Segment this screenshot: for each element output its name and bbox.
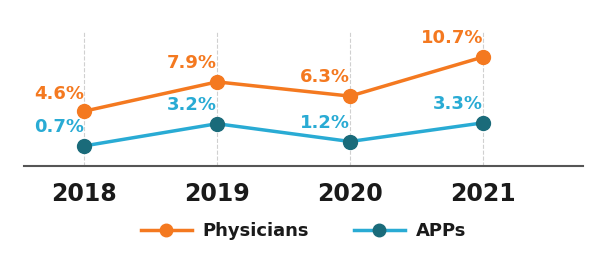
Text: 0.7%: 0.7% — [34, 118, 84, 136]
APPs — [213, 122, 221, 125]
Text: 4.6%: 4.6% — [34, 85, 84, 103]
Legend: Physicians, APPs: Physicians, APPs — [134, 215, 473, 247]
Text: 3.2%: 3.2% — [167, 96, 217, 114]
Text: 1.2%: 1.2% — [300, 114, 350, 132]
Text: 7.9%: 7.9% — [167, 54, 217, 72]
Text: 6.3%: 6.3% — [300, 68, 350, 87]
Text: 3.3%: 3.3% — [433, 95, 483, 113]
Physicians — [81, 110, 88, 113]
APPs — [346, 140, 353, 143]
APPs — [480, 121, 487, 124]
Physicians — [346, 95, 353, 98]
Physicians — [213, 80, 221, 84]
Line: Physicians: Physicians — [77, 50, 490, 118]
Line: APPs: APPs — [77, 116, 490, 153]
Physicians — [480, 55, 487, 58]
Text: 10.7%: 10.7% — [421, 29, 484, 47]
APPs — [81, 144, 88, 148]
